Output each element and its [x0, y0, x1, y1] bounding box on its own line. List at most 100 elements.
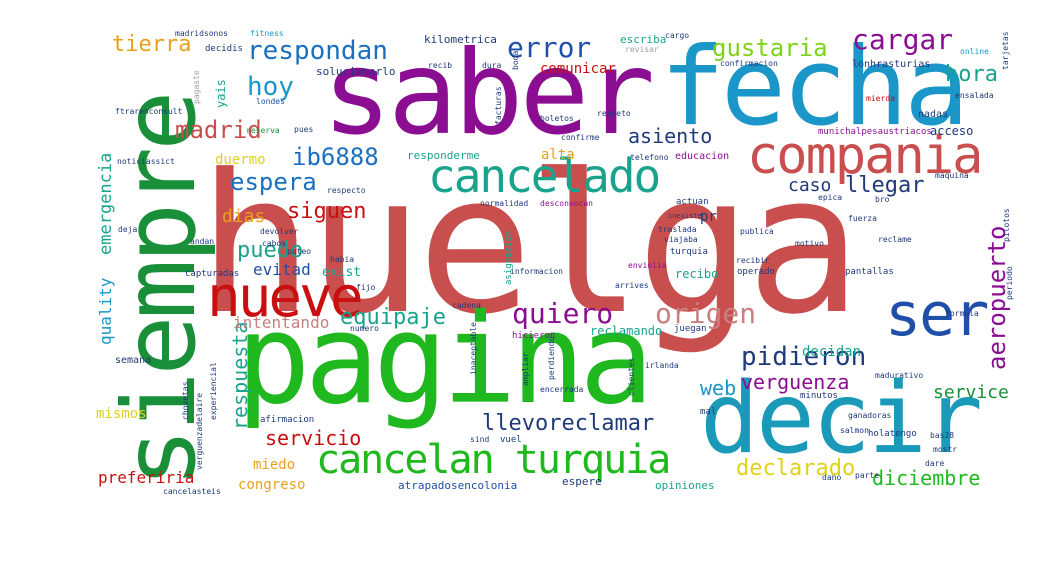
word-hicieron: hicieron: [512, 331, 556, 341]
word-equipaje: equipaje: [340, 305, 446, 330]
word-cargar: cargar: [852, 23, 954, 56]
word-traslada: traslada: [658, 225, 697, 234]
word-cabos: cabos: [262, 239, 287, 248]
word-madridsonos: madridsonos: [175, 29, 228, 38]
word-alta: alta: [541, 147, 575, 163]
word-puedo: puedo: [237, 238, 304, 263]
word-origen: origen: [655, 297, 757, 330]
word-mismos: mismos: [96, 406, 147, 422]
word-educacion: educacion: [675, 151, 730, 162]
word-reserva: reserva: [246, 126, 280, 135]
word-actuan: actuan: [676, 197, 709, 207]
word-tarjetas: tarjetas: [1001, 31, 1010, 70]
word-chovetas: chovetas: [181, 381, 190, 420]
word-online: online: [960, 47, 989, 56]
word-viajaba: viajaba: [664, 235, 698, 244]
word-declarado: declarado: [736, 456, 856, 481]
word-pantallas: pantallas: [845, 267, 894, 277]
word-dura: dura: [482, 61, 502, 70]
word-pidieron: pidieron: [741, 342, 867, 372]
word-kilometrica: kilometrica: [424, 33, 497, 46]
word-ib6888: ib6888: [292, 143, 379, 171]
word-encerrada: encerrada: [540, 385, 584, 394]
word-hora: hora: [945, 62, 998, 87]
word-operado: operado: [737, 267, 775, 277]
word-responderme: responderme: [407, 149, 480, 162]
word-inexiste: inexiste: [668, 212, 702, 220]
word-puteo: puteo: [287, 247, 312, 256]
word-experiencial: experiencial: [209, 362, 218, 420]
word-recib: recib: [428, 61, 453, 70]
word-pagaste: pagaste: [192, 70, 201, 104]
word-decir: decir: [700, 362, 983, 476]
word-congreso: congreso: [238, 477, 306, 493]
word-atrapadosencolonia: atrapadosencolonia: [398, 479, 518, 492]
word-enviolia: enviolia: [628, 261, 667, 270]
word-mostr: mostr: [933, 445, 958, 454]
word-espere: espere: [562, 475, 602, 488]
word-mal: mal: [700, 407, 717, 417]
word-inaceptable: inaceptable: [469, 322, 478, 375]
word-confirmacion: confirmacion: [720, 59, 778, 68]
word-preferiria: preferiria: [98, 468, 195, 487]
word-reclamando: reclamando: [590, 324, 663, 338]
word-boletos: boletos: [540, 114, 574, 123]
word-motivo: motivo: [795, 239, 824, 248]
word-noticiassict: noticiassict: [117, 157, 175, 166]
word-ganadoras: ganadoras: [848, 411, 892, 420]
word-reclame: reclame: [878, 235, 912, 244]
word-cancelan-turquia: cancelan turquia: [316, 437, 671, 483]
word-pagina: pagina: [236, 288, 654, 432]
word-respeto: respeto: [597, 109, 631, 118]
word-publica: publica: [740, 227, 774, 236]
word-mierda: mierda: [866, 94, 895, 103]
word-bas28: bas28: [930, 431, 955, 440]
word-hoy: hoy: [247, 72, 294, 102]
word-siguen: siguen: [287, 199, 367, 224]
word-acceso: acceso: [930, 124, 974, 138]
word-maquina: maquina: [935, 171, 969, 180]
word-exist: exist: [322, 265, 362, 280]
word-lonhrasturias: lonhrasturias: [852, 59, 931, 70]
word-epica: epica: [818, 193, 843, 202]
word-espera: espera: [230, 168, 317, 196]
word-solucionarlo: solucionarlo: [316, 65, 396, 78]
word-evitad: evitad: [253, 260, 311, 279]
word-informacion: informacion: [510, 267, 563, 276]
word-pues: pues: [294, 125, 314, 134]
word-numero: numero: [350, 324, 379, 333]
word-deja: deja: [118, 225, 138, 234]
word-fijo: fijo: [356, 283, 376, 292]
word-afirmacion: afirmacion: [260, 415, 315, 425]
word-web: web: [700, 376, 737, 400]
word-nueve: nueve: [207, 265, 364, 330]
word-recibo: recibo: [675, 267, 719, 281]
word-arrives: arrives: [615, 281, 649, 290]
word-madurativo: madurativo: [875, 371, 924, 380]
word-asignacion: asignacion: [504, 230, 514, 285]
word-decidan: decidan: [802, 344, 862, 360]
word-cadena: cadena: [452, 301, 481, 310]
word-gustaria: gustaria: [712, 34, 828, 62]
word-juegan: juegan: [674, 324, 707, 334]
word-vuel: vuel: [500, 435, 522, 445]
word-confirme: confirme: [561, 133, 600, 142]
word-periodo: periodo: [1005, 266, 1014, 300]
word-recibir: recibir: [736, 256, 770, 265]
word-desconvocan: desconvocan: [540, 199, 593, 208]
word-ser: ser: [885, 280, 989, 350]
word-error: error: [507, 31, 592, 64]
word-madrid: madrid: [175, 116, 262, 144]
word-parte: parte: [855, 471, 880, 480]
word-decidis: decidis: [205, 44, 243, 54]
word-caso: caso: [788, 175, 832, 196]
word-cancelasteis: cancelasteis: [163, 487, 221, 496]
word-miedo: miedo: [253, 457, 296, 473]
word-asiento: asiento: [628, 124, 713, 148]
word-dare: dare: [925, 459, 945, 468]
word-ftrarenconsult: ftrarenconsult: [115, 107, 183, 116]
word-turquia: turquia: [670, 247, 708, 257]
word-minutos: minutos: [800, 391, 838, 401]
word-sind: sind: [470, 435, 490, 444]
